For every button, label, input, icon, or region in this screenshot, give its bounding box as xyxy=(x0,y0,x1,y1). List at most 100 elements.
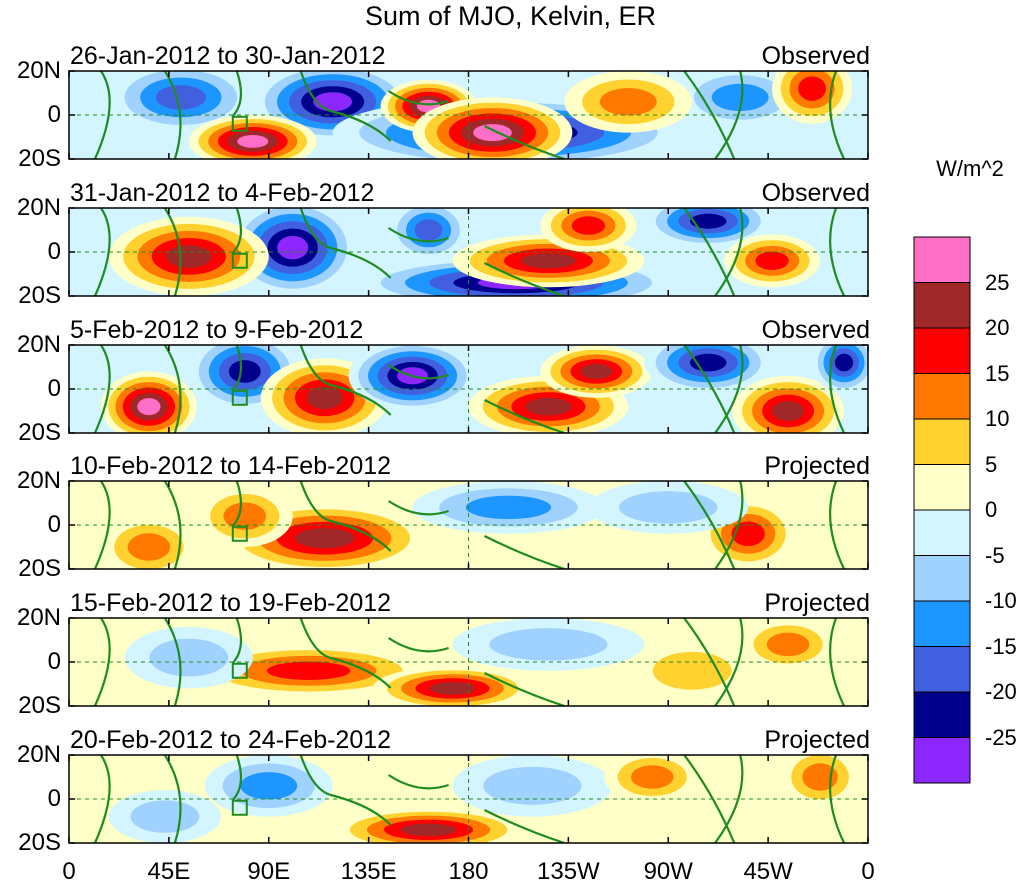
coastline xyxy=(483,535,565,569)
coastline xyxy=(387,637,449,653)
colorbar-swatch xyxy=(913,691,971,738)
anomaly-contour xyxy=(731,521,765,547)
anomaly-contour xyxy=(127,533,171,561)
coastline xyxy=(231,208,243,254)
colorbar-tick-label: 15 xyxy=(985,360,1010,386)
y-tick-label: 20N xyxy=(16,331,61,358)
x-tick-label: 90W xyxy=(643,858,693,885)
anomaly-contour xyxy=(313,92,353,112)
anomaly-contour xyxy=(155,85,206,110)
colorbar-swatch xyxy=(913,327,971,374)
coastline xyxy=(829,208,846,296)
coastline xyxy=(387,364,449,380)
coastline xyxy=(483,262,565,296)
anomaly-contour xyxy=(525,397,572,416)
anomaly-contour xyxy=(489,628,608,661)
map-panel-1 xyxy=(69,71,868,159)
anomaly-contour xyxy=(619,491,718,524)
coastline xyxy=(299,481,392,552)
anomaly-contour xyxy=(798,76,826,101)
anomaly-contour xyxy=(306,386,343,410)
coastline xyxy=(714,345,744,433)
anomaly-contour xyxy=(599,88,657,116)
coastline xyxy=(829,71,846,159)
panel-date-range: 26-Jan-2012 to 30-Jan-2012 xyxy=(70,42,386,70)
coastline xyxy=(93,481,111,569)
coastline xyxy=(93,71,111,159)
y-tick-label: 20S xyxy=(18,419,61,446)
y-tick-label: 20N xyxy=(16,741,61,768)
y-tick-label: 0 xyxy=(47,785,61,812)
region-box xyxy=(231,252,248,269)
coastline xyxy=(93,208,111,296)
x-tick-label: 45E xyxy=(147,858,191,885)
colorbar-swatch xyxy=(913,464,971,511)
colorbar-tick-label: 0 xyxy=(985,497,998,522)
coastline xyxy=(483,125,565,159)
coastline xyxy=(163,208,182,296)
coastline xyxy=(299,755,392,826)
anomaly-contour xyxy=(766,632,810,657)
panel-status: Projected xyxy=(764,589,870,617)
anomaly-contour xyxy=(571,216,606,235)
anomaly-contour xyxy=(237,135,269,148)
anomaly-contour xyxy=(483,766,582,805)
anomaly-contour xyxy=(414,219,443,241)
colorbar-tick-label: -10 xyxy=(985,588,1017,613)
map-panel-2 xyxy=(69,208,868,296)
anomaly-contour xyxy=(137,398,161,416)
coastline xyxy=(829,618,846,706)
anomaly-contour xyxy=(429,682,476,695)
anomaly-contour xyxy=(652,651,732,690)
coastline xyxy=(483,672,565,706)
anomaly-contour xyxy=(802,763,838,791)
coastline xyxy=(387,227,449,243)
y-tick-label: 20S xyxy=(18,555,61,582)
x-tick-label: 135W xyxy=(537,858,600,885)
coastline xyxy=(163,71,182,159)
region-box xyxy=(231,799,248,816)
coastline xyxy=(93,618,111,706)
y-tick-label: 0 xyxy=(47,238,61,265)
colorbar-swatch xyxy=(913,373,971,420)
colorbar-swatch xyxy=(913,555,971,602)
anomaly-contour xyxy=(277,235,309,260)
map-panel-5 xyxy=(69,618,868,706)
x-tick-label: 180 xyxy=(448,858,489,885)
colorbar-swatch xyxy=(913,236,971,283)
colorbar-units-label: W/m^2 xyxy=(936,156,1004,181)
coastline xyxy=(714,71,744,159)
anomaly-contour xyxy=(130,800,200,833)
anomaly-contour xyxy=(473,124,512,142)
coastline xyxy=(299,71,392,142)
coastline xyxy=(231,481,243,527)
coastline xyxy=(683,755,736,843)
anomaly-contour xyxy=(149,638,229,677)
panel-status: Observed xyxy=(761,179,870,207)
anomaly-contour xyxy=(521,253,576,269)
panel-status: Projected xyxy=(764,452,870,480)
coastline xyxy=(387,500,449,516)
colorbar-tick-label: -15 xyxy=(985,633,1017,659)
colorbar-tick-label: 10 xyxy=(985,406,1010,431)
colorbar-tick-label: -25 xyxy=(985,724,1017,750)
colorbar-swatch xyxy=(913,600,971,647)
anomaly-contour xyxy=(580,363,613,379)
coastline xyxy=(683,481,736,569)
region-box xyxy=(231,389,248,406)
y-tick-label: 0 xyxy=(47,101,61,128)
colorbar-swatch xyxy=(913,509,971,556)
anomaly-contour xyxy=(772,400,805,422)
colorbar-swatch xyxy=(913,418,971,465)
coastline xyxy=(683,345,736,433)
coastline xyxy=(829,481,846,569)
coastline xyxy=(829,755,846,843)
anomaly-contour xyxy=(689,213,727,229)
coastline xyxy=(231,71,243,117)
panel-status: Observed xyxy=(761,316,870,344)
map-panel-4 xyxy=(69,481,868,569)
anomaly-contour xyxy=(401,823,456,837)
x-tick-label: 135E xyxy=(340,858,397,885)
coastline xyxy=(163,618,182,706)
